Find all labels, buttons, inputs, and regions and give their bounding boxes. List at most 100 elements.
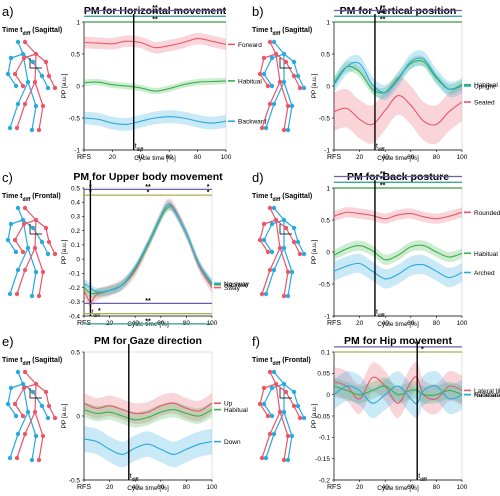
y-tick-label: -0.1 [69,271,81,278]
skeleton-joint [273,381,279,387]
band-rounded [334,207,462,224]
skeleton-joint [271,431,277,437]
tdiff-label: tdiff [418,473,427,483]
skeleton-segment [24,81,36,105]
skeleton-segment [293,75,301,89]
y-tick-label: 1 [76,19,80,26]
skeleton-joint [46,403,52,409]
skeleton-joint [257,401,263,407]
skeleton-segment [24,247,36,271]
skeleton-joint [289,433,295,439]
skeleton-joint [22,101,28,107]
skeleton-segment [285,391,295,407]
skeleton-segment [283,271,289,297]
skeleton-segment [293,405,301,419]
band-sway [84,198,212,308]
skeleton-joint [5,237,11,243]
skeleton-joint [12,71,18,77]
skeleton-segment [31,105,37,131]
y-tick-label: 1 [326,185,330,192]
skeleton-segment [265,269,275,295]
skeleton-joint [265,249,271,255]
x-tick-label: RFS [77,154,91,161]
skeleton-joint [297,415,303,421]
timing-label: Time tdiff (Sagittal) [252,193,312,203]
skeleton-joint [39,73,45,79]
skeleton-joint [20,51,26,57]
skeleton-segment [48,405,56,419]
x-tick-label: 20 [109,154,117,161]
skeleton-joint [261,221,267,227]
skeleton-joint [15,267,21,273]
skeleton-segment [16,103,26,129]
panel-e: e) PM for Gaze direction Time tdiff (Sagitt… [2,298,248,492]
series-line-seated [333,95,463,126]
skeleton-segment [7,73,17,87]
legend-label: Seated [474,100,495,107]
skeleton-segment [27,247,37,273]
panel-f: f) PM for Hip movement Time tdiff (Frontal)… [252,334,500,492]
skeleton-segment [275,53,281,83]
panel-c: c) PM for Upper body movement Time tdiff (F… [2,170,250,328]
skeleton-joint [269,221,275,227]
legend-label: Down [224,439,241,446]
tdiff-label: tdiff [376,309,385,319]
skeleton-joint [269,249,275,255]
legend-label: Habitual [474,82,498,89]
skeleton-joint [257,71,263,77]
tdiff-label: tdiff [130,473,139,483]
y-tick-label: -0.3 [69,299,81,306]
skeleton-joint [301,251,307,257]
skeleton-joint [269,83,275,89]
series-line-upright [333,57,463,94]
significance-stars: ** [152,17,158,24]
skeleton-joint [25,409,31,415]
skeleton-segment [259,387,265,405]
tdiff-label: tdiff [135,143,144,153]
skeleton-segment [297,405,305,419]
skeleton-segment [273,41,285,55]
skeleton-joint [295,73,301,79]
skeleton-segment [283,105,289,131]
skeleton-segment [16,433,26,459]
skeleton-segment [265,103,275,129]
skeleton-joint [271,39,277,45]
skeleton-joint [8,385,14,391]
skeleton-segment [275,219,281,249]
skeleton-joint [261,55,267,61]
skeleton-segment [7,239,17,253]
y-tick-label: -1 [324,313,330,320]
band-arched [334,253,462,289]
skeleton-segment [45,61,50,77]
band-lateral-tilt [334,361,462,419]
significance-stars: * [207,184,210,191]
y-tick-label: -0.15 [315,456,330,463]
series-line-rounded [333,211,463,220]
skeleton-joint [259,455,265,461]
skeleton-segment [261,103,271,129]
skeleton-joint [5,71,11,77]
skeleton-segment [41,405,49,419]
skeleton-segment [287,105,293,131]
significance-stars: ** [380,11,386,18]
x-axis-label: Cycle time [%] [377,321,419,328]
x-axis-label: Cycle time [%] [377,155,419,162]
skeleton-joint [295,403,301,409]
skeleton-segment [263,57,273,75]
legend-label: Up [224,401,233,408]
skeleton-segment [263,387,273,405]
skeleton-joint [33,51,39,57]
skeleton-segment [269,247,281,271]
skeleton-segment [38,435,44,461]
x-axis-label: Cycle time [%] [134,155,176,162]
skeleton-joint [285,127,291,133]
y-tick-label: 0.5 [321,51,330,58]
x-tick-label: 40 [132,484,140,491]
y-tick-label: 0.5 [71,349,80,356]
skeleton-joint [281,409,287,415]
skeleton-joint [281,79,287,85]
skeleton-joint [22,205,28,211]
skeleton-segment [293,391,299,407]
skeleton-segment [24,411,36,435]
timing-label: Time tdiff (Frontal) [2,193,61,203]
